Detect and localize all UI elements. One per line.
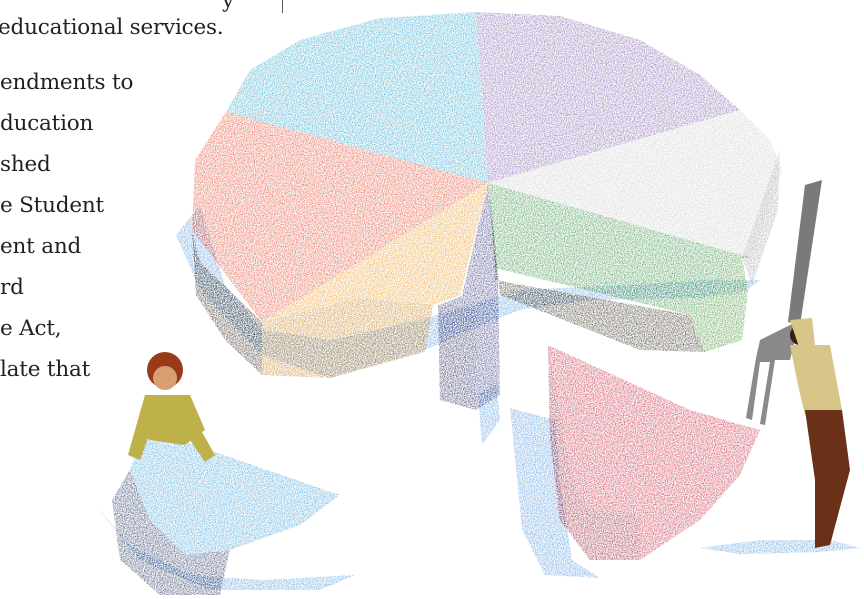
- man-figure: [746, 180, 850, 548]
- woman-arm-right: [190, 425, 215, 462]
- slice-orange: [262, 183, 488, 322]
- slice-green: [488, 183, 752, 315]
- man-trousers: [805, 410, 850, 548]
- woman-face: [153, 366, 177, 390]
- woman-figure: [128, 352, 215, 462]
- article-text-line: educational services.: [0, 15, 224, 40]
- man-shadow: [700, 540, 860, 554]
- article-text-line: endments to: [0, 70, 134, 95]
- article-text-line: e Student: [0, 193, 104, 218]
- crimson-slice-shadow: [510, 408, 600, 578]
- man-shirt: [790, 345, 842, 415]
- article-text-line: rd: [0, 275, 24, 300]
- article-text-line: ducation: [0, 111, 94, 136]
- woman-arm-left: [128, 430, 148, 460]
- woman-jacket: [135, 395, 205, 445]
- article-text-line: ent and: [0, 234, 82, 259]
- article-text-line: late that: [0, 357, 91, 382]
- article-text-column: y educational services. endments to duca…: [0, 0, 250, 599]
- pie-side-green: [690, 258, 748, 352]
- crimson-slice: [548, 345, 760, 560]
- slice-purple: [476, 12, 740, 183]
- article-text-line: e Act,: [0, 316, 62, 341]
- blue-slice-shadow: [95, 505, 355, 590]
- pie-side-front: [262, 298, 433, 378]
- article-text-line: shed: [0, 152, 51, 177]
- pie-side-left: [192, 230, 262, 375]
- column-rule: [282, 0, 283, 13]
- navy-slice: [438, 183, 500, 410]
- fork-handle: [788, 180, 822, 325]
- slice-orange-red: [192, 112, 488, 322]
- blue-slice: [112, 428, 340, 595]
- pie-top: [192, 12, 782, 322]
- pie-side-darkgreen: [490, 190, 705, 352]
- fork-head: [746, 320, 800, 425]
- slice-silver: [488, 110, 782, 258]
- article-text-line: y: [222, 0, 234, 13]
- man-arm: [790, 318, 815, 350]
